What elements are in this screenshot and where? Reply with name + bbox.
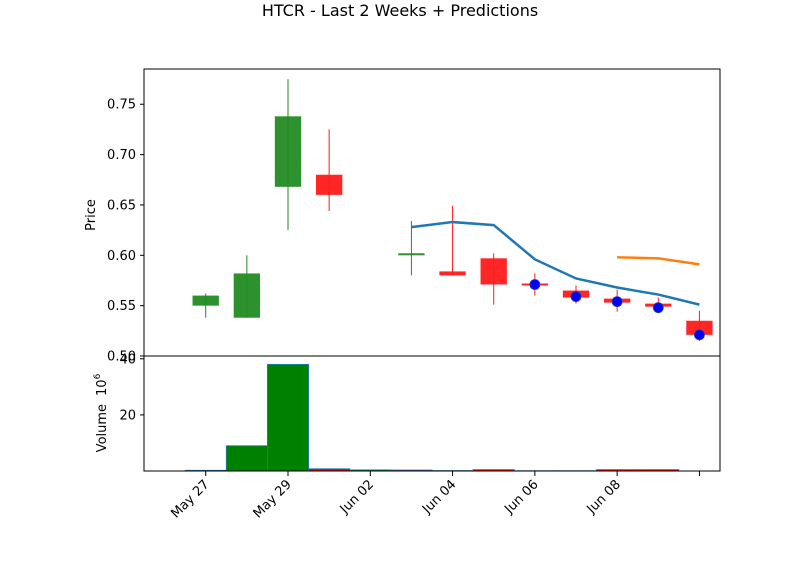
chart-title: HTCR - Last 2 Weeks + Predictions bbox=[262, 1, 538, 20]
marker-point bbox=[694, 329, 705, 341]
candle-body bbox=[315, 174, 343, 195]
x-tick-label: Jun 04 bbox=[419, 477, 459, 517]
x-tick-label: May 29 bbox=[251, 477, 295, 521]
volume-axis-exponent-base: 10 bbox=[95, 379, 110, 396]
candle-body bbox=[274, 116, 302, 187]
price-axis-label: Price bbox=[84, 199, 99, 231]
volume-axis-exponent-power: 6 bbox=[93, 373, 103, 379]
price-tick-label: 0.55 bbox=[107, 299, 136, 314]
x-tick-label: Jun 02 bbox=[337, 477, 377, 517]
volume-bar bbox=[225, 445, 268, 472]
candle bbox=[315, 129, 343, 211]
volume-tick-label: 20 bbox=[119, 408, 136, 423]
candle-body bbox=[480, 258, 507, 285]
candle bbox=[398, 221, 425, 276]
marker-point bbox=[652, 302, 664, 314]
candle-body bbox=[233, 273, 261, 318]
price-panel: 0.50 0.55 0.60 0.65 0.70 0.75 Price bbox=[84, 68, 721, 365]
volume-tick-label: 40 bbox=[119, 352, 136, 367]
candle-body bbox=[398, 253, 425, 256]
price-tick-label: 0.65 bbox=[107, 198, 136, 213]
candle bbox=[192, 293, 219, 318]
shared-x-axis: May 27 May 29 Jun 02 Jun 04 Jun 06 Jun 08 bbox=[168, 471, 700, 521]
marker-point bbox=[611, 296, 623, 308]
marker-point bbox=[529, 279, 541, 290]
candle bbox=[233, 255, 261, 318]
candle bbox=[480, 253, 507, 305]
volume-plot-frame bbox=[143, 355, 721, 472]
candle-body bbox=[439, 271, 466, 276]
series-line-orange bbox=[617, 256, 700, 266]
volume-bar bbox=[267, 364, 309, 472]
candle bbox=[274, 79, 302, 231]
price-tick-label: 0.60 bbox=[107, 249, 136, 264]
volume-axis-label: Volume 106 bbox=[93, 373, 110, 452]
price-tick-label: 0.70 bbox=[107, 148, 136, 163]
volume-axis-label-text: Volume bbox=[95, 404, 110, 452]
price-tick-label: 0.50 bbox=[107, 350, 136, 365]
price-plot-frame bbox=[143, 68, 721, 357]
marker-point bbox=[570, 291, 582, 302]
price-tick-label: 0.75 bbox=[107, 98, 136, 113]
x-tick-label: Jun 06 bbox=[501, 477, 541, 517]
x-tick-label: Jun 08 bbox=[584, 477, 624, 517]
volume-panel: 20 40 Volume 106 bbox=[93, 352, 721, 472]
candle-body bbox=[192, 295, 219, 306]
series-line-blue bbox=[411, 220, 700, 306]
candle-body bbox=[686, 320, 713, 335]
x-tick-label: May 27 bbox=[168, 477, 212, 521]
candle bbox=[439, 205, 466, 276]
